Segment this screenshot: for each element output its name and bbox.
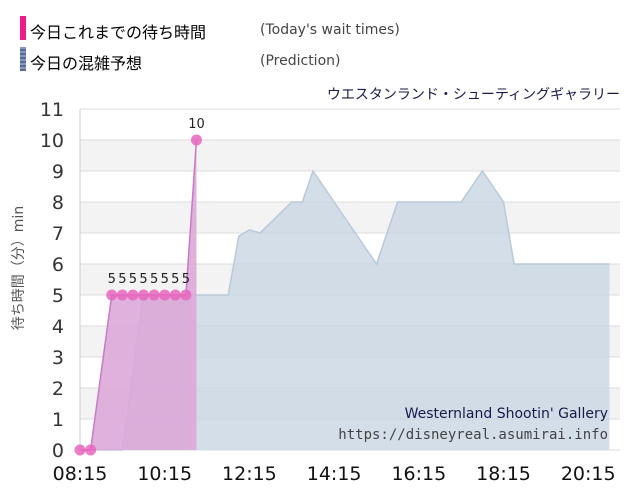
legend-item-prediction: 今日の混雑予想 (Prediction) (0, 47, 640, 77)
y-tick-label: 8 (52, 192, 64, 214)
prediction-area (80, 171, 610, 450)
today-point (159, 289, 171, 301)
y-axis-label: 待ち時間（分）min (11, 205, 27, 331)
today-point (190, 134, 202, 146)
x-tick-label: 16:15 (391, 463, 446, 485)
today-point (85, 444, 97, 456)
prediction-line (80, 169, 610, 451)
y-tick-label: 7 (52, 223, 64, 245)
today-swatch (20, 16, 26, 40)
today-data-label: 5 (118, 272, 126, 287)
today-point (116, 289, 128, 301)
legend: 今日これまでの待ち時間 (Today's wait times) 今日の混雑予想… (0, 0, 640, 80)
y-tick-label: 5 (52, 285, 64, 307)
y-tick-label: 2 (52, 378, 64, 400)
today-data-label: 5 (139, 272, 147, 287)
y-tick-label: 1 (52, 409, 64, 431)
x-tick-label: 14:15 (307, 463, 362, 485)
today-data-label: 5 (171, 272, 179, 287)
attraction-name-en: Westernland Shootin' Gallery (404, 406, 608, 422)
y-tick-label: 10 (40, 130, 64, 152)
prediction-sub-label: (Prediction) (260, 53, 341, 69)
attraction-title: ウエスタンランド・シューティングギャラリー (326, 87, 620, 103)
today-sub-label: (Today's wait times) (260, 22, 400, 38)
today-point (127, 289, 139, 301)
today-point (106, 289, 118, 301)
today-point (169, 289, 181, 301)
today-data-label: 5 (129, 272, 137, 287)
grid-band (80, 140, 620, 171)
today-point (138, 289, 150, 301)
today-data-label: 5 (108, 272, 116, 287)
today-data-label: 5 (150, 272, 158, 287)
y-tick-label: 11 (40, 99, 64, 121)
x-tick-label: 10:15 (137, 463, 192, 485)
legend-item-today: 今日これまでの待ち時間 (Today's wait times) (0, 16, 640, 46)
x-tick-label: 12:15 (222, 463, 277, 485)
today-point (74, 444, 86, 456)
x-tick-label: 18:15 (476, 463, 531, 485)
x-tick-label: 20:15 (561, 463, 616, 485)
today-data-label: 5 (161, 272, 169, 287)
y-tick-label: 0 (52, 440, 64, 462)
prediction-label: 今日の混雑予想 (30, 54, 143, 73)
today-data-label: 10 (188, 117, 205, 132)
today-label: 今日これまでの待ち時間 (30, 23, 207, 42)
y-tick-label: 9 (52, 161, 64, 183)
prediction-swatch (20, 47, 26, 71)
today-data-label: 5 (182, 272, 190, 287)
today-point (148, 289, 160, 301)
y-tick-label: 3 (52, 347, 64, 369)
source-credit: https://disneyreal.asumirai.info (338, 427, 608, 443)
x-tick-label: 08:15 (53, 463, 108, 485)
today-point (180, 289, 192, 301)
y-tick-label: 6 (52, 254, 64, 276)
y-tick-label: 4 (52, 316, 64, 338)
